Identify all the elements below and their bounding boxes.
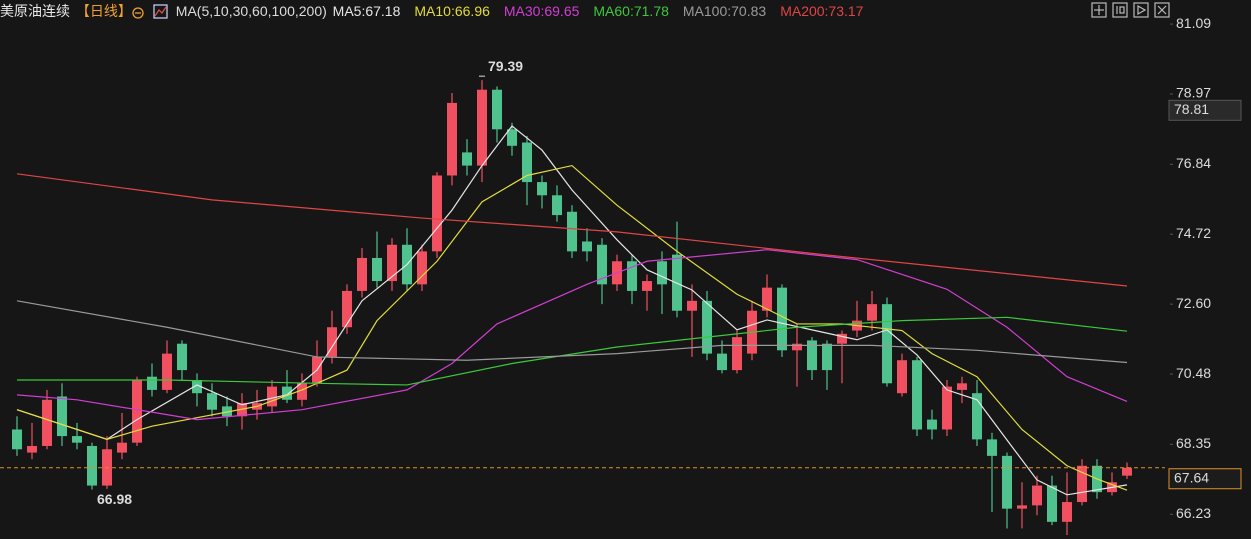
last-price-label: 67.64 xyxy=(1174,469,1209,485)
toolbar[interactable] xyxy=(1091,2,1170,18)
candle-body xyxy=(1002,455,1012,509)
candle-body xyxy=(582,241,592,252)
candle-body xyxy=(57,396,67,437)
candle-body xyxy=(27,445,37,453)
candle-body xyxy=(957,383,967,390)
y-tick-label: 66.23 xyxy=(1176,505,1211,521)
y-tick-label: 81.09 xyxy=(1176,15,1211,31)
candle-body xyxy=(327,327,337,357)
candle-body xyxy=(1017,505,1027,509)
ma-line xyxy=(17,316,1128,386)
candle-body xyxy=(207,393,217,410)
candle-body xyxy=(372,257,382,282)
candle-body xyxy=(987,439,997,456)
candle-body xyxy=(522,142,532,183)
legend-entry: MA30:69.65 xyxy=(504,3,580,19)
candle-body xyxy=(222,406,232,417)
y-tick-label: 68.35 xyxy=(1176,435,1211,451)
candle-body xyxy=(537,182,547,196)
candle-body xyxy=(597,244,607,285)
candle-body xyxy=(507,129,517,146)
candle-body xyxy=(462,152,472,166)
candle-body xyxy=(192,380,202,394)
cursor-price-label: 78.81 xyxy=(1174,101,1209,117)
ma-line xyxy=(16,249,1128,421)
candle-body xyxy=(417,251,427,285)
candle-body xyxy=(777,287,787,351)
candle-body xyxy=(387,244,397,282)
cursor-price-tag xyxy=(1168,99,1242,121)
chart-icon[interactable] xyxy=(153,4,168,19)
candle-body xyxy=(717,353,727,371)
candle-body xyxy=(552,195,562,216)
candle-body xyxy=(357,257,367,291)
candle-body xyxy=(447,102,457,176)
ma-line xyxy=(16,300,1128,364)
candle-body xyxy=(762,287,772,311)
candle-body xyxy=(912,360,922,430)
candle-body xyxy=(342,290,352,328)
candle-body xyxy=(267,386,277,407)
low-label: 66.98 xyxy=(97,491,132,507)
y-tick-label: 78.97 xyxy=(1176,85,1211,101)
header: 美原油连续 【日线】 MA(5,10,30,60,100,200) MA5:67… xyxy=(0,3,864,19)
candle-body xyxy=(1062,502,1072,522)
candle-body xyxy=(12,429,22,450)
candle-body xyxy=(927,419,937,430)
y-tick-label: 70.48 xyxy=(1176,365,1211,381)
candle-body xyxy=(117,442,127,453)
candle-body xyxy=(1047,485,1057,522)
candle-body xyxy=(972,393,982,440)
period-tag[interactable]: 【日线】 xyxy=(76,3,132,19)
ma-line xyxy=(16,164,1128,491)
candle-body xyxy=(297,383,307,400)
candle-body xyxy=(627,261,637,291)
candle-body xyxy=(477,89,487,166)
candle-body xyxy=(942,386,952,430)
indicator[interactable]: MA(5,10,30,60,100,200) xyxy=(176,3,327,19)
candle-body xyxy=(657,261,667,285)
legend-entry: MA5:67.18 xyxy=(333,3,401,19)
candle-body xyxy=(732,337,742,371)
candle-body xyxy=(807,340,817,371)
candle-body xyxy=(432,175,442,252)
y-tick-label: 74.72 xyxy=(1176,225,1211,241)
candle-body xyxy=(897,360,907,394)
candle-body xyxy=(822,343,832,371)
candle-body xyxy=(492,89,502,130)
candle-body xyxy=(702,300,712,354)
candle-body xyxy=(282,386,292,400)
y-tick-label: 76.84 xyxy=(1176,155,1211,171)
candle-body xyxy=(567,211,577,252)
candle-body xyxy=(1122,467,1132,476)
candle-body xyxy=(1032,485,1042,506)
high-label: 79.39 xyxy=(488,58,523,74)
last-price-tag xyxy=(1168,468,1242,490)
candle-body xyxy=(867,304,877,321)
candle-body xyxy=(72,436,82,443)
legend-entry: MA60:71.78 xyxy=(593,3,669,19)
ma-line xyxy=(16,173,1128,287)
candle-body xyxy=(882,304,892,384)
plot-area: 81.09 78.97 76.84 74.72 72.60 70.48 68.35 66.23… xyxy=(0,15,1242,536)
candle-body xyxy=(42,399,52,446)
candle-body xyxy=(87,445,97,486)
candle-body xyxy=(177,343,187,371)
ma-line xyxy=(16,125,1128,496)
y-tick-label: 72.60 xyxy=(1176,295,1211,311)
legend-entry: MA100:70.83 xyxy=(683,3,766,19)
candle-body xyxy=(132,380,142,443)
minus-icon[interactable] xyxy=(132,7,144,19)
candle-body xyxy=(837,333,847,344)
candle-body xyxy=(687,300,697,311)
candle-body xyxy=(792,343,802,351)
candle-body xyxy=(147,376,157,390)
candle-body xyxy=(1077,465,1087,503)
chart-title: 美原油连续 xyxy=(0,3,70,19)
legend-entry: MA200:73.17 xyxy=(780,3,863,19)
candle-body xyxy=(642,281,652,291)
legend-entry: MA10:66.96 xyxy=(414,3,490,19)
candle-body xyxy=(162,353,172,390)
